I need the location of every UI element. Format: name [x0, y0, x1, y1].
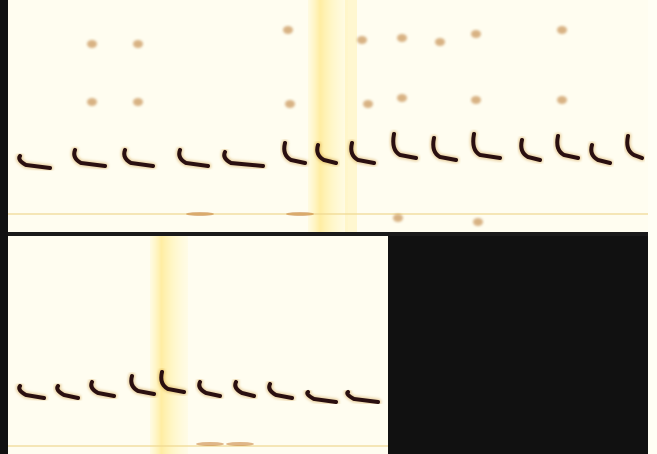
noise-band — [308, 0, 348, 232]
syllable — [391, 132, 418, 160]
panel-divider — [8, 232, 648, 236]
harmonic — [397, 34, 407, 42]
bottom-panel — [8, 236, 388, 454]
harmonic — [471, 96, 481, 104]
syllable — [122, 148, 155, 168]
harmonic — [557, 96, 567, 104]
syllable — [17, 384, 46, 400]
low-noise — [186, 212, 214, 216]
syllable — [345, 390, 380, 404]
syllable — [177, 148, 210, 168]
harmonic — [283, 26, 293, 34]
syllable — [267, 382, 294, 400]
syllable — [159, 370, 186, 394]
syllable — [222, 150, 265, 168]
harmonic — [87, 98, 97, 106]
harmonic — [473, 218, 483, 226]
syllable — [233, 380, 256, 398]
harmonic — [471, 30, 481, 38]
harmonic — [133, 98, 143, 106]
syllable — [17, 154, 52, 170]
harmonic — [133, 40, 143, 48]
syllable — [197, 380, 222, 398]
syllable — [305, 390, 338, 404]
syllable — [282, 141, 307, 165]
harmonic — [87, 40, 97, 48]
harmonic — [357, 36, 367, 44]
low-noise — [286, 212, 314, 216]
harmonic — [363, 100, 373, 108]
syllable — [129, 374, 156, 396]
syllable — [431, 136, 458, 162]
syllable — [55, 384, 80, 400]
syllable — [72, 148, 107, 168]
harmonic — [435, 38, 445, 46]
syllable — [519, 138, 542, 162]
low-noise — [196, 442, 224, 446]
harmonic — [397, 94, 407, 102]
syllable — [471, 132, 502, 160]
left-border — [0, 0, 8, 454]
syllable — [625, 134, 644, 160]
syllable — [349, 141, 376, 165]
noise-band — [150, 236, 188, 454]
noise-band — [345, 0, 357, 232]
low-noise — [226, 442, 254, 446]
harmonic — [285, 100, 295, 108]
syllable — [589, 143, 612, 165]
harmonic — [393, 214, 403, 222]
syllable — [555, 134, 580, 160]
syllable — [89, 380, 116, 398]
empty-panel — [388, 236, 648, 454]
syllable — [315, 143, 338, 165]
harmonic — [557, 26, 567, 34]
